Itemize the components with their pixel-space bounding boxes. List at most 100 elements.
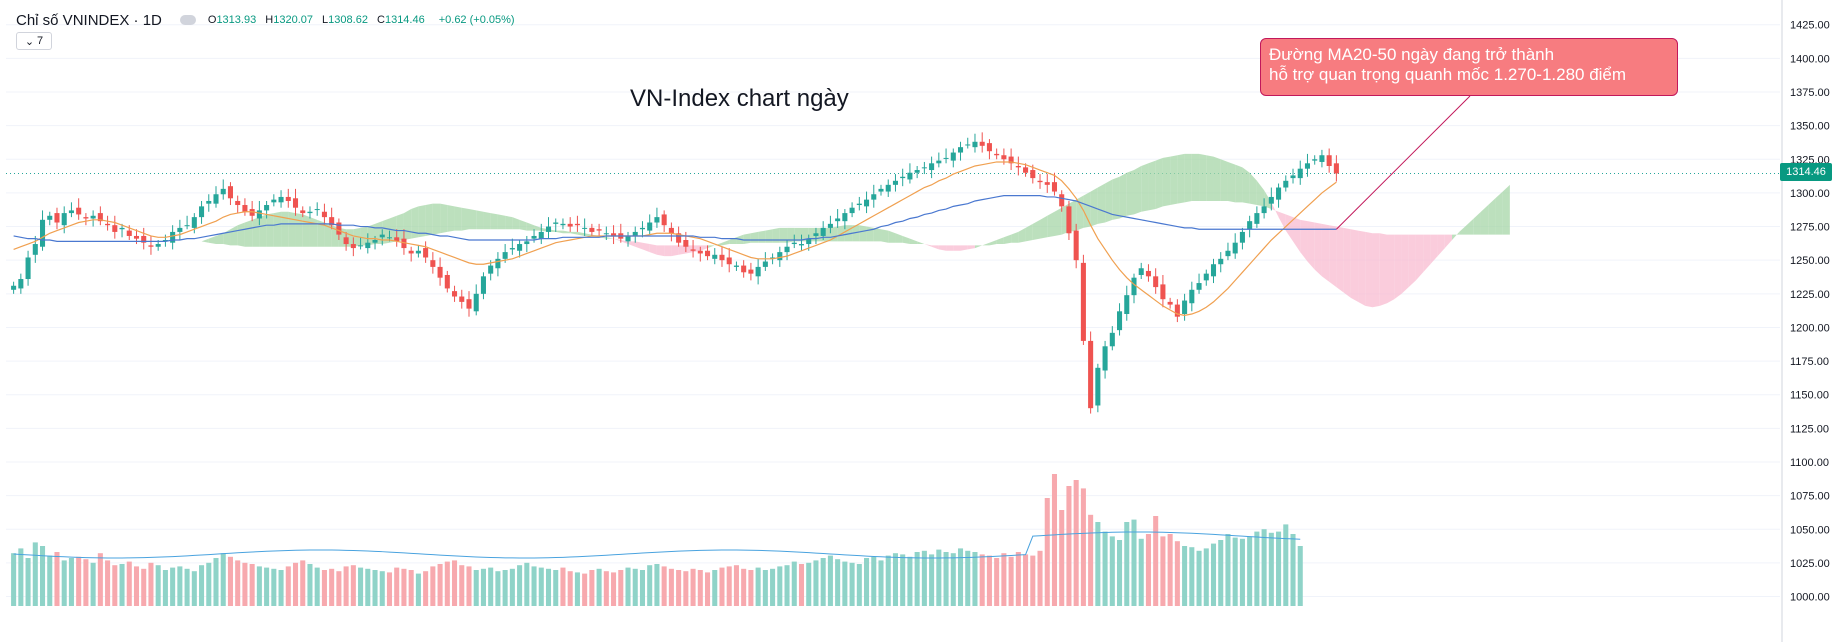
cloud-segment — [1329, 225, 1337, 288]
candle-body — [864, 199, 870, 207]
volume-bar — [148, 562, 154, 606]
cloud-segment — [606, 237, 614, 239]
volume-bar — [119, 564, 125, 606]
candle-body — [162, 240, 168, 242]
volume-bar — [227, 556, 233, 606]
candle-body — [32, 244, 38, 255]
cloud-segment — [953, 245, 961, 251]
candle-body — [350, 244, 356, 249]
volume-bar — [712, 570, 718, 606]
cloud-segment — [1040, 215, 1048, 239]
cloud-segment — [389, 215, 397, 243]
volume-bar — [423, 571, 429, 606]
cloud-segment — [1170, 155, 1178, 206]
cloud-segment — [1148, 160, 1156, 211]
volume-bar — [452, 560, 458, 606]
volume-bar — [820, 558, 826, 606]
volume-bar — [437, 564, 443, 606]
volume-bar — [47, 555, 53, 606]
cloud-segment — [772, 227, 780, 243]
candle-body — [394, 237, 400, 242]
candle-body — [423, 248, 429, 258]
volume-bar — [1131, 519, 1137, 606]
price-tick-label: 1050.00 — [1790, 524, 1830, 536]
candle-body — [83, 217, 89, 219]
candle-body — [1015, 166, 1021, 168]
candle-body — [777, 252, 783, 261]
volume-bar — [777, 566, 783, 606]
candle-body — [11, 285, 17, 290]
candle-body — [1080, 262, 1086, 341]
volume-bar — [1225, 534, 1231, 606]
cloud-segment — [1220, 159, 1228, 201]
indicator-count: 7 — [37, 35, 44, 47]
candle-body — [842, 213, 848, 222]
volume-bar — [264, 567, 270, 606]
candle-body — [1124, 295, 1130, 314]
volume-bar — [914, 552, 920, 606]
volume-bar — [979, 554, 985, 606]
candle-body — [184, 225, 190, 227]
candle-body — [372, 240, 378, 243]
volume-bar — [1145, 534, 1151, 606]
candle-body — [690, 249, 696, 251]
cloud-segment — [1213, 156, 1221, 201]
candle-body — [1254, 213, 1260, 224]
symbol-name[interactable]: Chỉ số VNINDEX · 1D — [16, 11, 162, 29]
eye-icon[interactable] — [179, 15, 196, 25]
volume-bar — [697, 570, 703, 606]
volume-bar — [582, 573, 588, 606]
cloud-segment — [1401, 234, 1409, 294]
cloud-segment — [938, 245, 947, 251]
annotation-callout[interactable]: Đường MA20-50 ngày đang trở thành hỗ trợ… — [1260, 38, 1678, 96]
volume-bar — [1239, 538, 1245, 606]
candle-body — [90, 215, 96, 219]
close-value: 1314.46 — [384, 14, 425, 26]
cloud-segment — [259, 214, 267, 247]
volume-bar — [719, 567, 725, 606]
candle-body — [878, 188, 884, 192]
volume-bar — [1080, 488, 1086, 606]
candle-body — [39, 219, 46, 247]
volume-bar — [1023, 554, 1029, 606]
cloud-segment — [859, 225, 867, 242]
volume-bar — [625, 567, 631, 606]
candle-body — [1095, 367, 1101, 406]
volume-bar — [480, 568, 486, 606]
cloud-segment — [642, 242, 650, 253]
cloud-segment — [483, 211, 491, 230]
volume-bar — [965, 550, 971, 606]
candle-body — [704, 250, 711, 257]
candle-body — [155, 244, 161, 247]
volume-bar — [806, 562, 812, 606]
candle-body — [611, 233, 617, 236]
volume-bar — [408, 570, 414, 606]
volume-bar — [321, 570, 327, 606]
volume-bar — [256, 566, 262, 606]
price-tick-label: 1275.00 — [1790, 222, 1830, 234]
volume-bar — [1138, 538, 1144, 606]
volume-bar — [1276, 531, 1282, 606]
volume-bar — [307, 564, 313, 606]
cloud-segment — [244, 219, 253, 247]
candle-body — [965, 144, 971, 146]
cloud-segment — [1126, 170, 1134, 216]
volume-bar — [1102, 531, 1108, 606]
price-axis[interactable]: 1425.001400.001375.001350.001325.001300.… — [1781, 0, 1830, 642]
cloud-segment — [1466, 218, 1474, 235]
cloud-segment — [1032, 219, 1041, 240]
volume-bar — [1283, 524, 1289, 606]
cloud-segment — [201, 238, 209, 243]
candle-body — [1247, 221, 1253, 230]
cloud-segment — [656, 245, 665, 257]
indicators-toggle-button[interactable]: ⌄ 7 — [16, 32, 52, 50]
volume-bar — [488, 567, 494, 606]
cloud-segment — [1437, 234, 1445, 257]
volume-bar — [950, 553, 956, 606]
candle-body — [719, 254, 725, 261]
volume-bar — [900, 554, 906, 606]
candle-body — [227, 186, 233, 199]
cloud-segment — [302, 214, 310, 247]
